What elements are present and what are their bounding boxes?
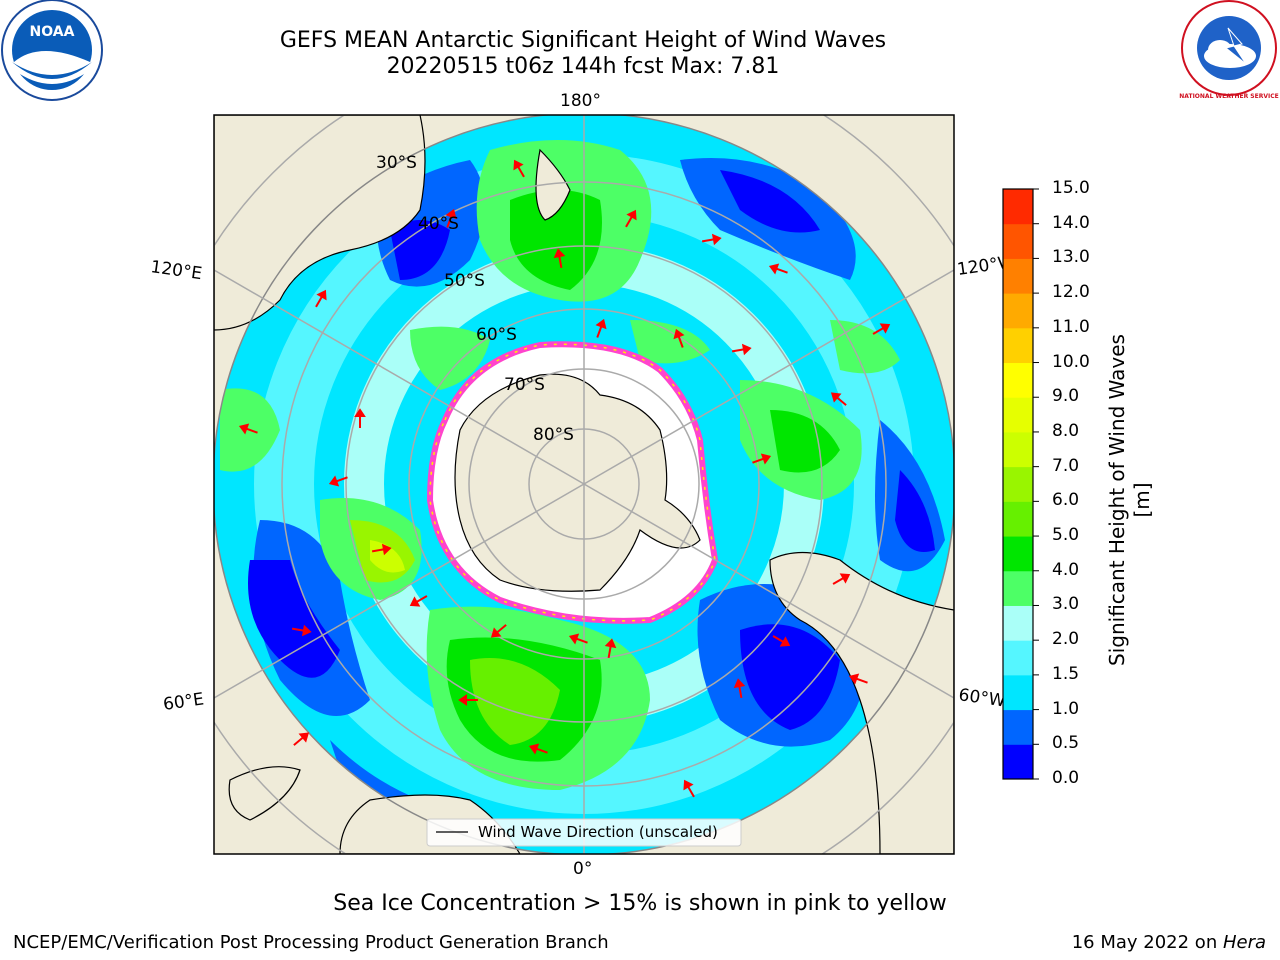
colorbar-swatch: [1003, 744, 1033, 780]
colorbar-tick-label: 8.0: [1052, 420, 1080, 441]
colorbar-swatch: [1003, 397, 1033, 433]
meridian-label-180: 180°: [560, 91, 601, 111]
map-frame: [213, 114, 955, 855]
colorbar-border: [1002, 188, 1034, 780]
colorbar-tick-label: 0.0: [1052, 768, 1080, 788]
nws-logo-text: NATIONAL WEATHER SERVICE: [1179, 93, 1278, 100]
colorbar-tick-label: 15.0: [1052, 178, 1090, 198]
colorbar-tick-label: 10.0: [1052, 351, 1090, 372]
noaa-logo-text: NOAA: [30, 24, 75, 40]
footer-host: Hera: [1222, 932, 1266, 953]
colorbar-swatch: [1003, 362, 1033, 398]
antarctica-land: [454, 373, 701, 592]
colorbar-tick-label: 4.0: [1052, 559, 1080, 580]
map-subtitle: 20220515 t06z 144h fcst Max: 7.81: [386, 54, 780, 79]
colorbar-swatch: [1003, 189, 1033, 225]
colorbar-swatch: [1003, 431, 1033, 468]
colorbar-tick-label: 1.5: [1052, 663, 1080, 684]
parallel-label-50s: 50°S: [444, 271, 485, 291]
colorbar-tick-label: 7.0: [1052, 455, 1080, 476]
parallel-label-80s: 80°S: [533, 425, 574, 445]
meridian-label-0: 0°: [573, 859, 592, 879]
map-title: GEFS MEAN Antarctic Significant Height o…: [279, 28, 887, 53]
parallel-label-30s: 30°S: [376, 153, 417, 173]
colorbar-tick-label: 6.0: [1052, 490, 1080, 511]
colorbar-swatch: [1003, 640, 1033, 676]
footer-date-text: 16 May 2022 on: [1071, 932, 1223, 953]
colorbar-tick-label: 0.5: [1052, 733, 1080, 754]
colorbar-tick-label: 13.0: [1052, 247, 1090, 268]
colorbar-tick-label: 5.0: [1052, 525, 1080, 546]
meridian-label-60e: 60°E: [162, 689, 205, 714]
colorbar-swatch: [1003, 605, 1033, 641]
colorbar-tick-label: 11.0: [1052, 316, 1090, 337]
colorbar-tick-label: 1.0: [1052, 698, 1080, 719]
colorbar-swatch: [1003, 709, 1033, 745]
sea-ice-caption: Sea Ice Concentration > 15% is shown in …: [333, 891, 947, 916]
colorbar-tick-label: 9.0: [1052, 386, 1080, 407]
wind-arrows: [238, 159, 891, 798]
meridian-label-120e: 120°E: [149, 257, 203, 284]
colorbar-tick-label: 14.0: [1052, 212, 1090, 233]
colorbar-tick-label: 3.0: [1052, 594, 1080, 615]
footer-date: 16 May 2022 on Hera: [1072, 932, 1266, 953]
colorbar-swatch: [1003, 223, 1033, 259]
footer-branch: NCEP/EMC/Verification Post Processing Pr…: [13, 932, 609, 953]
noaa-logo: NOAA: [1, 0, 103, 101]
parallel-label-70s: 70°S: [504, 375, 545, 395]
madagascar-land: [228, 766, 301, 821]
colorbar-swatch: [1003, 466, 1033, 502]
colorbar-swatch: [1003, 258, 1033, 294]
south-america-land: [769, 551, 954, 854]
colorbar-swatch: [1003, 501, 1033, 537]
nws-logo: NATIONAL WEATHER SERVICE: [1179, 0, 1279, 100]
colorbar: [1002, 188, 1039, 780]
colorbar-tick-label: 12.0: [1052, 282, 1090, 303]
map-legend: [426, 818, 742, 847]
colorbar-swatch: [1003, 536, 1033, 572]
colorbar-tick-label: 2.0: [1052, 629, 1080, 650]
australia-land: [214, 115, 426, 331]
new-zealand-land: [535, 148, 571, 221]
colorbar-swatch: [1003, 293, 1033, 329]
colorbar-label: Significant Height of Wind Waves [m]: [1105, 334, 1154, 666]
parallel-label-40s: 40°S: [418, 214, 459, 234]
colorbar-swatch: [1003, 327, 1033, 364]
legend-label: Wind Wave Direction (unscaled): [478, 823, 718, 841]
graticule: [214, 115, 954, 854]
colorbar-swatch: [1003, 570, 1033, 606]
colorbar-swatch: [1003, 674, 1033, 711]
parallel-label-60s: 60°S: [476, 325, 517, 345]
